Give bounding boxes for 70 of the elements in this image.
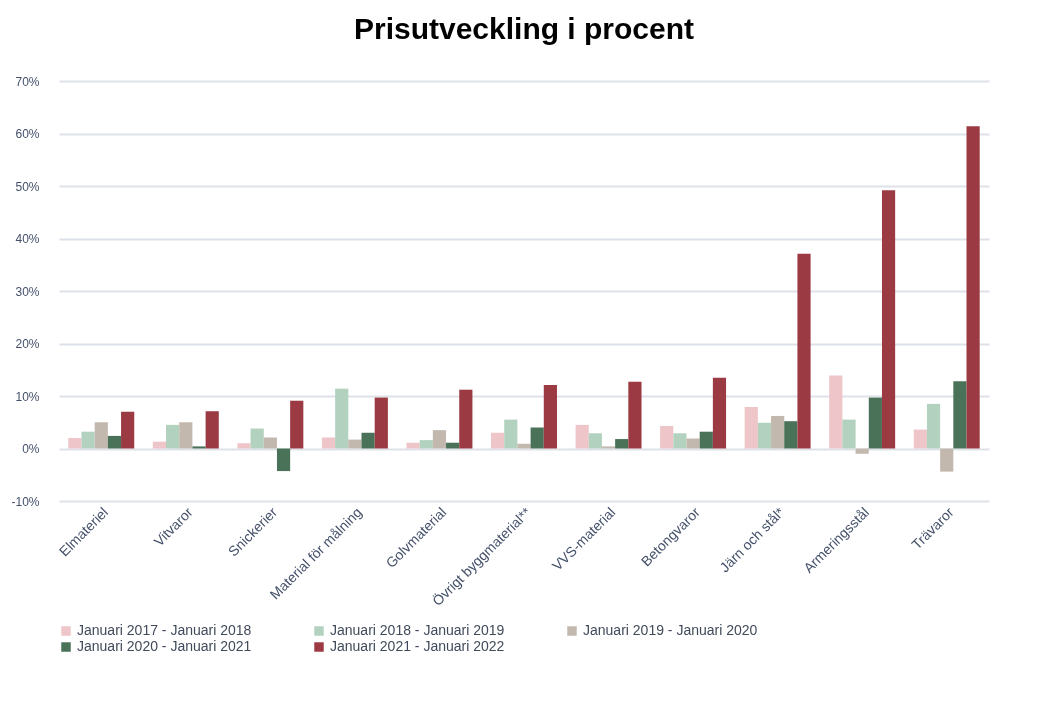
bar — [660, 425, 674, 449]
chart-title: Prisutveckling i procent — [353, 12, 695, 45]
legend-label: Januari 2020 - Januari 2021 — [77, 638, 252, 654]
bar — [940, 448, 954, 472]
y-tick-label: 70% — [15, 74, 40, 89]
bar — [881, 190, 896, 449]
bar — [913, 429, 927, 449]
bar — [530, 427, 544, 449]
bar — [855, 448, 869, 454]
legend-label: Januari 2021 - Januari 2022 — [330, 638, 505, 654]
bar — [237, 443, 251, 449]
bar — [575, 424, 589, 449]
bar — [348, 439, 362, 449]
y-tick-label: 20% — [15, 337, 40, 351]
bar — [757, 422, 772, 449]
bar — [205, 411, 219, 449]
y-tick-label: 10% — [15, 389, 40, 404]
bar — [263, 437, 277, 449]
bar — [81, 431, 95, 449]
bar — [374, 397, 388, 449]
bar — [68, 438, 82, 449]
bar — [744, 407, 758, 449]
bar — [446, 442, 460, 449]
y-tick-label: 50% — [15, 179, 40, 194]
bar — [543, 384, 557, 449]
bar — [784, 421, 798, 449]
bar — [686, 438, 700, 449]
y-tick-label: 30% — [15, 284, 40, 299]
y-tick-label: 0% — [22, 442, 40, 456]
bar — [459, 389, 473, 449]
bar — [673, 433, 687, 449]
legend-label: Januari 2018 - Januari 2019 — [330, 622, 505, 638]
bar — [406, 442, 420, 449]
bar — [601, 446, 616, 449]
bar — [926, 403, 941, 449]
y-tick-label: 40% — [15, 232, 40, 246]
bar — [94, 422, 108, 449]
bar — [588, 433, 602, 449]
legend-label: Januari 2019 - Januari 2020 — [583, 622, 758, 638]
legend-label: Januari 2017 - Januari 2018 — [77, 622, 252, 638]
bar — [276, 448, 291, 472]
bar — [797, 253, 811, 449]
bar — [953, 381, 967, 449]
bar — [712, 377, 727, 449]
bar — [419, 440, 433, 449]
bar — [842, 419, 856, 449]
bar — [321, 437, 336, 449]
y-tick-label: 60% — [15, 127, 40, 141]
bar — [699, 431, 713, 449]
bar — [517, 443, 531, 449]
bar — [250, 428, 264, 449]
bar — [192, 446, 206, 449]
bar — [290, 400, 304, 449]
bar — [628, 381, 642, 449]
bar — [432, 430, 447, 449]
bar — [771, 415, 785, 449]
bar — [491, 432, 505, 449]
bar — [361, 432, 375, 449]
bar — [152, 441, 167, 449]
bar — [335, 388, 349, 449]
bar — [868, 397, 882, 449]
y-tick-label: -10% — [11, 494, 40, 509]
bar — [829, 375, 843, 449]
bar — [121, 411, 135, 449]
bar — [166, 424, 180, 449]
bar — [615, 439, 629, 449]
bar — [179, 422, 193, 449]
bar — [504, 419, 518, 449]
bar — [107, 435, 122, 449]
bar — [966, 126, 980, 449]
